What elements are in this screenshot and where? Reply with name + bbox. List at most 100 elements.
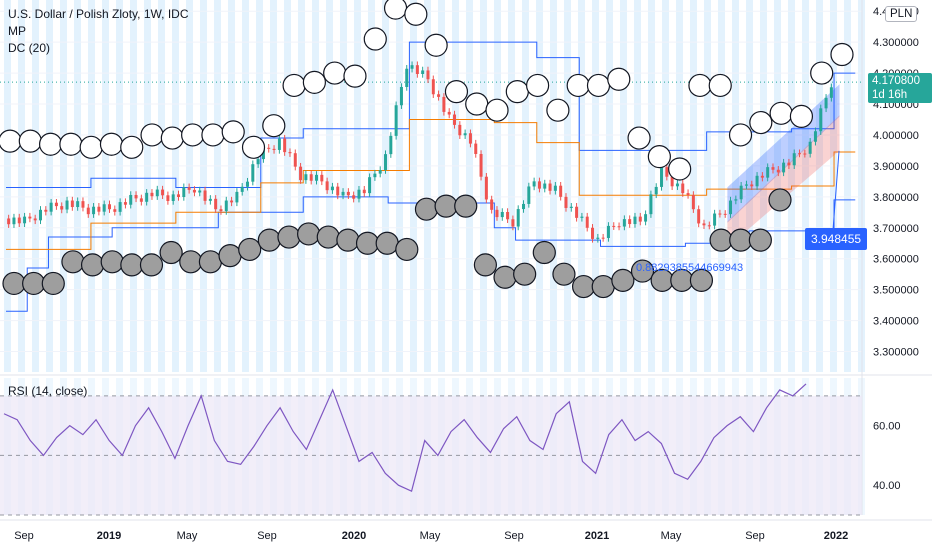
candle-body (442, 96, 446, 112)
mp-circle-lower (571, 274, 596, 299)
mp-stripe (32, 0, 39, 372)
mp-stripe (704, 0, 711, 372)
mp-circle-upper (830, 42, 854, 67)
candle-body (596, 237, 600, 239)
mp-circle-lower (473, 253, 497, 277)
mp-circle-upper (728, 123, 753, 147)
candle-body (782, 162, 786, 173)
candle-body (601, 237, 605, 239)
candle-body (368, 177, 372, 194)
price-tick-label: 3.900000 (873, 161, 919, 173)
candle-body (792, 153, 796, 166)
candle-body (49, 202, 53, 212)
candle-body (803, 153, 807, 155)
mp-circle-upper (789, 104, 814, 128)
candle-body (28, 216, 32, 219)
candle-body (458, 124, 462, 136)
mp-stripe (144, 0, 151, 372)
mp-circle-upper (201, 123, 225, 147)
candle-body (644, 214, 648, 222)
candle-body (612, 225, 616, 227)
candle-body (766, 167, 770, 178)
candle-body (293, 153, 297, 167)
mp-circle-upper (505, 80, 529, 104)
candle-body (580, 216, 584, 218)
mp-circle-lower (630, 259, 655, 283)
mp-stripe (312, 0, 319, 372)
candle-body (707, 225, 711, 227)
candle-body (474, 143, 478, 154)
mp-stripe (690, 0, 697, 372)
last-price-value: 4.170800 (872, 75, 920, 87)
candle-body (76, 201, 80, 208)
mp-circle-upper (627, 126, 651, 150)
indicator-mp[interactable]: MP (8, 24, 26, 38)
candle-body (341, 191, 345, 196)
mp-circle-lower (218, 244, 242, 268)
price-tick-label: 3.700000 (873, 223, 919, 235)
candle-body (686, 193, 690, 195)
candle-body (108, 204, 112, 210)
mp-stripe (592, 0, 599, 372)
price-tick-label: 3.800000 (873, 192, 919, 204)
mp-circle-lower (179, 250, 203, 274)
candle-body (575, 206, 579, 218)
mp-stripe (214, 0, 221, 372)
candle-body (161, 189, 165, 196)
candle-body (315, 174, 319, 181)
mp-circle-lower (434, 194, 458, 218)
candle-body (246, 181, 250, 187)
candle-body (251, 164, 255, 182)
mp-stripe (452, 0, 459, 372)
candle-body (819, 108, 823, 132)
candle-body (86, 207, 90, 215)
mp-circle-lower (493, 265, 517, 289)
mp-stripe (270, 0, 277, 372)
candle-body (405, 68, 409, 87)
candle-body (277, 138, 281, 150)
mp-circle-lower (139, 253, 164, 277)
candle-body (299, 166, 303, 181)
mp-circle-upper (810, 61, 834, 85)
currency-button[interactable]: PLN (885, 6, 918, 22)
candle-body (739, 185, 743, 200)
candle-body (336, 186, 340, 196)
price-tick-label: 4.000000 (873, 130, 919, 142)
symbol-title[interactable]: U.S. Dollar / Polish Zloty, 1W, IDC (8, 7, 189, 21)
mp-circle-upper (485, 98, 509, 122)
mp-stripe (326, 0, 333, 372)
candle-body (431, 79, 435, 95)
mp-circle-upper (323, 61, 347, 85)
mp-circle-lower (257, 228, 281, 252)
indicator-dc[interactable]: DC (20) (8, 41, 51, 55)
rsi-pane: 60.00 40.00 (0, 383, 901, 516)
mp-stripe (620, 0, 627, 372)
candle-body (787, 162, 791, 166)
mp-stripe (578, 0, 585, 372)
mp-circle-lower (768, 188, 792, 212)
chart-legend: U.S. Dollar / Polish Zloty, 1W, IDC MP D… (8, 6, 189, 57)
mp-circle-upper (647, 145, 671, 169)
candle-body (208, 198, 212, 201)
mp-circle-lower (41, 271, 65, 296)
mp-stripe (354, 0, 361, 372)
candle-body (81, 201, 85, 208)
mp-stripe (18, 0, 25, 372)
mp-circle-upper (282, 73, 306, 98)
time-axis[interactable]: Sep 2019 May Sep 2020 May Sep 2021 May Sep 2022 (0, 519, 932, 542)
mp-stripe (550, 0, 557, 372)
rsi-title[interactable]: RSI (14, close) (8, 384, 88, 398)
mp-stripe (466, 0, 473, 372)
candle-body (617, 226, 621, 228)
mp-circle-lower (454, 194, 478, 218)
mp-circle-upper (38, 132, 63, 156)
mp-circle-upper (383, 0, 408, 20)
mp-stripe (102, 0, 109, 372)
time-tick-label: Sep (504, 530, 524, 542)
candle-body (65, 200, 69, 210)
mp-circle-upper (120, 135, 144, 159)
candle-body (150, 192, 154, 197)
mp-circle-upper (140, 123, 164, 147)
mp-circle-upper (607, 67, 631, 91)
